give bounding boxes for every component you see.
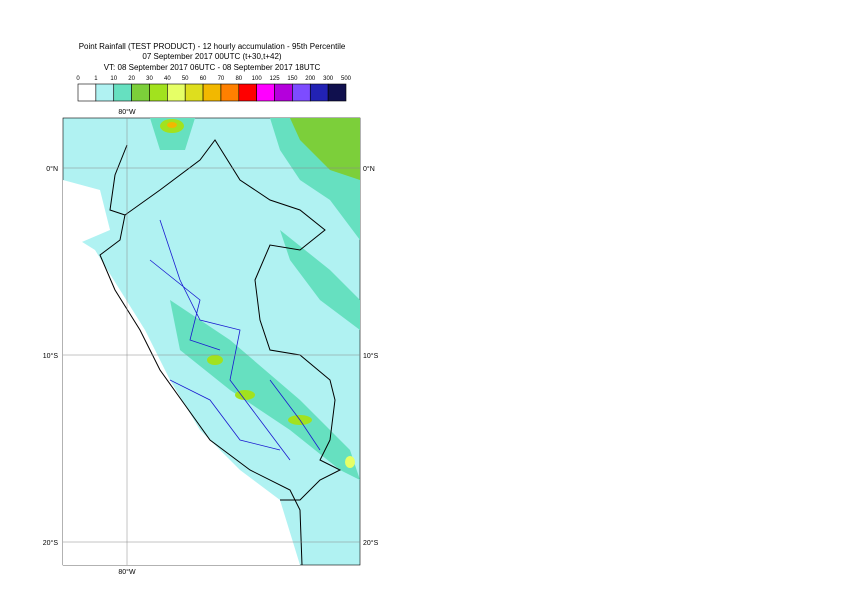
wet-area <box>170 300 360 480</box>
wet-area <box>207 355 223 365</box>
legend-swatch <box>113 83 132 102</box>
legend-label: 1 <box>94 76 98 82</box>
legend-label: 30 <box>146 76 153 82</box>
lat-label: 0°N <box>46 165 58 173</box>
legend-label: 150 <box>287 76 298 82</box>
legend-swatch <box>220 83 240 102</box>
wet-area <box>345 456 355 468</box>
legend-swatch <box>202 83 222 102</box>
legend-swatch <box>131 83 150 102</box>
legend-swatch <box>149 83 168 102</box>
legend-swatch <box>238 83 257 102</box>
lat-label: 10°S <box>363 352 379 360</box>
lon-label: 80°W <box>118 568 136 576</box>
legend-swatch <box>95 83 115 102</box>
legend-label: 300 <box>323 76 334 82</box>
legend-label: 500 <box>341 76 352 82</box>
lon-label: 80°W <box>118 108 136 116</box>
legend-label: 0 <box>76 76 80 82</box>
ocean-dry <box>63 230 300 565</box>
legend-label: 125 <box>270 76 281 82</box>
lat-label: 10°S <box>43 352 59 360</box>
wet-area <box>290 118 360 180</box>
wet-area <box>280 230 360 330</box>
legend-swatch <box>184 83 204 102</box>
legend-label: 10 <box>110 76 117 82</box>
legend-swatch <box>292 83 311 102</box>
lat-label: 20°S <box>363 539 379 547</box>
border <box>124 139 342 501</box>
wet-area <box>235 390 255 400</box>
lat-label: 20°S <box>43 539 59 547</box>
legend-swatch <box>256 83 275 102</box>
base-time: 07 September 2017 00UTC (t+30,t+42) <box>142 52 282 61</box>
legend-swatch <box>309 83 329 102</box>
legend-label: 100 <box>252 76 263 82</box>
legend-label: 70 <box>218 76 225 82</box>
legend-swatch <box>167 83 186 102</box>
legend-swatch <box>327 83 347 102</box>
map: 80°W 80°W 0°N 10°S 20°S 0°N 10°S 20°S <box>43 108 379 576</box>
legend-swatch <box>274 83 293 102</box>
coastline <box>99 144 303 566</box>
legend-swatch <box>77 83 97 102</box>
legend: 0 1 10 20 30 40 50 60 70 80 100 125 150 200 300 500 <box>76 76 352 102</box>
legend-label: 80 <box>235 76 242 82</box>
ocean-dry <box>63 180 110 250</box>
valid-time: VT: 08 September 2017 06UTC - 08 Septemb… <box>104 63 321 72</box>
legend-label: 200 <box>305 76 316 82</box>
legend-label: 60 <box>200 76 207 82</box>
lat-label: 0°N <box>363 165 375 173</box>
region-boundaries <box>149 219 321 461</box>
title: Point Rainfall (TEST PRODUCT) - 12 hourl… <box>79 42 346 51</box>
wet-area <box>167 122 177 128</box>
legend-label: 50 <box>182 76 189 82</box>
legend-label: 20 <box>128 76 135 82</box>
legend-label: 40 <box>164 76 171 82</box>
